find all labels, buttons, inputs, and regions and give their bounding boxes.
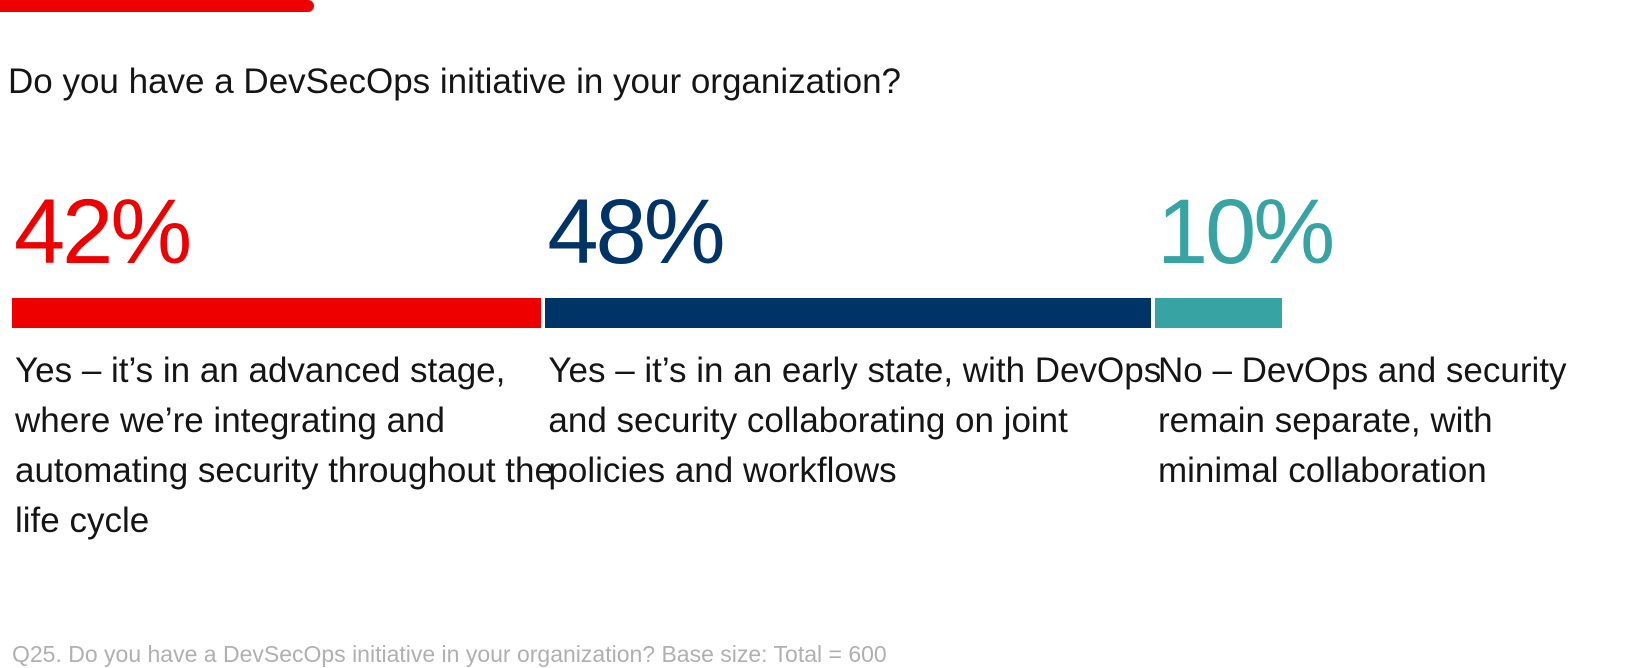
percent-label: 48% <box>547 181 725 283</box>
chart-title: Do you have a DevSecOps initiative in yo… <box>8 62 901 101</box>
bar-segment <box>545 298 1151 328</box>
footnote: Q25. Do you have a DevSecOps initiative … <box>12 641 887 667</box>
category-label: Yes – it’s in an early state, with DevOp… <box>548 351 1162 490</box>
bar-segment <box>1155 298 1282 328</box>
category-label: No – DevOps and security remain separate… <box>1158 351 1567 490</box>
accent-rule <box>0 0 314 12</box>
percent-label: 42% <box>14 181 192 283</box>
percent-label: 10% <box>1157 181 1335 283</box>
bar-segment <box>12 298 542 328</box>
category-label: Yes – it’s in an advanced stage, where w… <box>15 351 554 540</box>
stacked-bar-chart: 42% Yes – it’s in an advanced stage, wher… <box>12 181 1567 540</box>
